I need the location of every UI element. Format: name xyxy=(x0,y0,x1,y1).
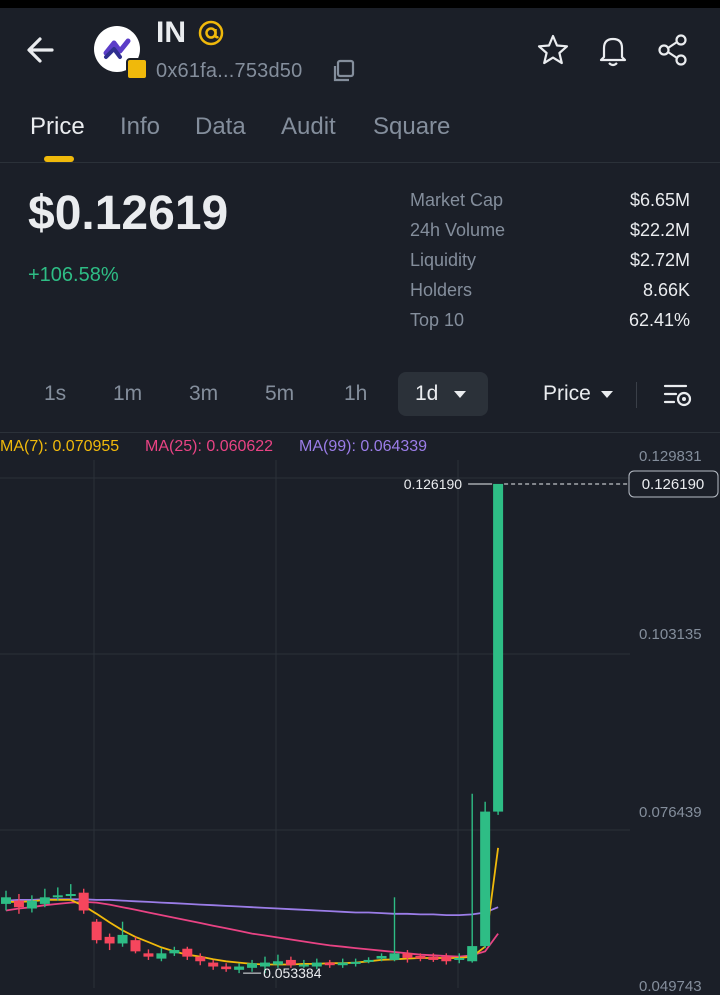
candle-body xyxy=(13,900,24,908)
candle-body xyxy=(39,897,50,904)
tab-data[interactable]: Data xyxy=(195,113,246,140)
copy-icon[interactable] xyxy=(330,58,356,84)
candle-body xyxy=(272,961,283,965)
tab-price[interactable]: Price xyxy=(30,113,85,140)
current-price-tag-label: 0.126190 xyxy=(642,476,705,493)
candle-body xyxy=(52,895,63,898)
candle-body xyxy=(65,894,76,897)
at-icon[interactable] xyxy=(198,20,224,46)
stat-label-market-cap: Market Cap xyxy=(410,190,504,210)
candle-body xyxy=(376,955,387,959)
interval-1d-label: 1d xyxy=(415,382,439,405)
y-axis-label: 0.129831 xyxy=(639,448,702,465)
candle-body xyxy=(221,966,232,970)
candle-body xyxy=(260,962,270,967)
candle-body xyxy=(285,959,296,966)
candle-body xyxy=(467,946,478,962)
candle-body xyxy=(428,956,439,960)
stat-value-market-cap: $6.65M xyxy=(629,190,690,210)
stat-value-holders: 8.66K xyxy=(642,280,690,300)
stat-label-holders: Holders xyxy=(410,280,473,300)
status-strip xyxy=(0,0,720,8)
y-axis-label: 0.103135 xyxy=(639,626,702,643)
stat-label-top10: Top 10 xyxy=(410,310,465,330)
candle-body xyxy=(389,953,400,960)
bell-icon[interactable] xyxy=(595,32,631,68)
interval-1h[interactable]: 1h xyxy=(344,382,368,405)
candle-body xyxy=(298,964,309,967)
ma99-legend: MA(99): 0.064339 xyxy=(299,438,428,455)
share-icon[interactable] xyxy=(655,32,691,68)
current-price-tag xyxy=(628,470,719,498)
candle-body xyxy=(493,483,504,812)
active-tab-indicator xyxy=(44,156,74,162)
current-price: $0.12619 xyxy=(28,187,229,240)
chain-badge-icon xyxy=(126,58,148,80)
token-logo-icon xyxy=(103,38,131,59)
candle-body xyxy=(26,900,37,909)
star-icon[interactable] xyxy=(535,32,571,68)
tab-info[interactable]: Info xyxy=(120,113,161,140)
candle-body xyxy=(169,950,180,954)
high-price-label: 0.126190 xyxy=(404,476,463,492)
candle-body xyxy=(1,897,11,904)
candle-body xyxy=(363,959,374,962)
divider xyxy=(636,382,637,408)
low-price-label: 0.053384 xyxy=(263,965,322,981)
candle-body xyxy=(182,948,193,957)
candle-body xyxy=(454,957,465,960)
caret-down-icon xyxy=(454,391,466,398)
candle-body xyxy=(337,962,348,966)
candle-body xyxy=(195,956,206,962)
interval-5m[interactable]: 5m xyxy=(265,382,295,405)
candle-body xyxy=(350,961,361,964)
tab-audit[interactable]: Audit xyxy=(281,113,336,140)
interval-1d-button[interactable] xyxy=(398,372,488,416)
stat-value-top10: 62.41% xyxy=(628,310,690,330)
candle-body xyxy=(143,953,154,957)
price-change: +106.58% xyxy=(28,264,119,286)
interval-3m[interactable]: 3m xyxy=(189,382,219,405)
candle-body xyxy=(247,963,258,968)
back-arrow-icon[interactable] xyxy=(22,30,62,70)
candle-body xyxy=(441,956,452,962)
divider xyxy=(0,162,720,163)
chart-mode-dropdown[interactable]: Price xyxy=(543,382,591,405)
candle-body xyxy=(91,921,102,941)
candle-body xyxy=(208,962,219,967)
y-axis-label: 0.049743 xyxy=(639,978,702,995)
interval-1s[interactable]: 1s xyxy=(44,382,67,405)
divider xyxy=(0,432,720,433)
candle-body xyxy=(104,936,115,944)
candle-body xyxy=(78,892,89,911)
candle-body xyxy=(156,953,167,959)
ma7-legend: MA(7): 0.070955 xyxy=(0,438,120,455)
candle-body xyxy=(402,953,413,958)
candle-body xyxy=(324,962,335,966)
candle-body xyxy=(311,962,322,967)
token-name: IN xyxy=(156,16,186,49)
interval-1m[interactable]: 1m xyxy=(113,382,143,405)
stat-value-24h-volume: $22.2M xyxy=(629,220,690,240)
y-axis-label: 0.076439 xyxy=(639,804,702,821)
caret-down-icon xyxy=(601,391,613,398)
candle-body xyxy=(234,966,245,970)
candle-body xyxy=(480,811,491,947)
candle-body xyxy=(415,955,426,959)
stat-value-liquidity: $2.72M xyxy=(629,250,690,270)
candlestick-chart[interactable]: 0.126190 0.126190 0.053384 xyxy=(0,460,720,988)
contract-address: 0x61fa...753d50 xyxy=(156,60,303,82)
chart-settings-icon[interactable] xyxy=(662,380,694,410)
token-logo xyxy=(94,26,148,80)
stat-label-24h-volume: 24h Volume xyxy=(410,220,506,240)
candle-body xyxy=(130,940,141,952)
stat-label-liquidity: Liquidity xyxy=(410,250,477,270)
ma25-legend: MA(25): 0.060622 xyxy=(145,438,274,455)
candle-body xyxy=(117,934,128,944)
tab-square[interactable]: Square xyxy=(373,113,451,140)
